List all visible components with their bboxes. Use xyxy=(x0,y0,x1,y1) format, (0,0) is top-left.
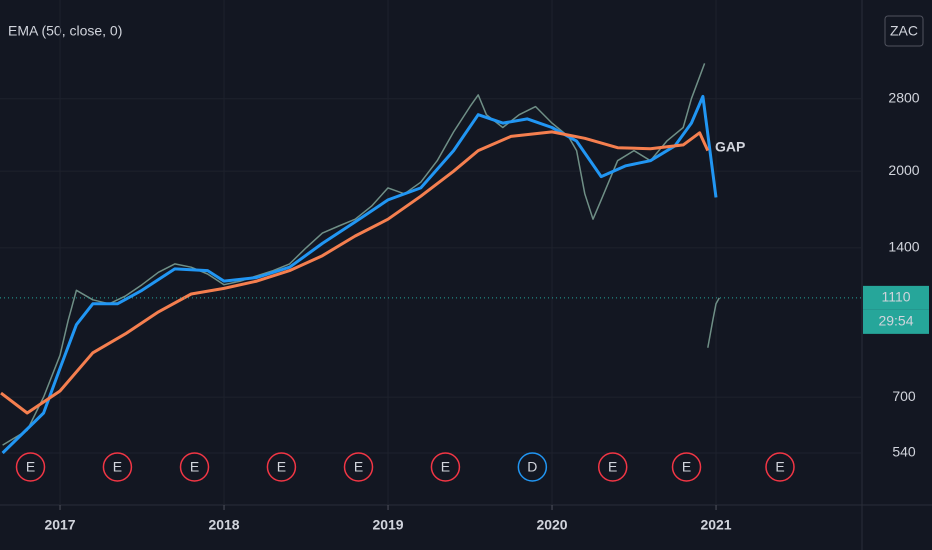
y-tick-label: 540 xyxy=(892,444,916,460)
event-marker xyxy=(517,452,548,482)
event-label: E xyxy=(113,459,122,475)
event-marker xyxy=(343,452,374,482)
event-marker xyxy=(179,452,210,482)
y-tick-label: 1400 xyxy=(888,239,919,255)
x-tick-label: 2019 xyxy=(372,517,403,533)
series-line xyxy=(1,94,718,455)
event-marker xyxy=(765,452,795,482)
x-tick-label: 2017 xyxy=(44,517,75,533)
countdown-label: 29:54 xyxy=(878,313,913,329)
series-line xyxy=(0,130,710,415)
event-marker xyxy=(597,452,628,482)
indicator-title: EMA (50, close, 0) xyxy=(8,23,122,39)
event-label: E xyxy=(775,459,784,475)
y-tick-label: 2800 xyxy=(888,89,919,105)
event-label: E xyxy=(354,459,363,475)
y-tick-label: 700 xyxy=(892,388,916,404)
x-tick-label: 2020 xyxy=(536,517,567,533)
event-marker xyxy=(15,452,46,482)
event-marker xyxy=(266,452,297,482)
event-label: E xyxy=(190,459,199,475)
countdown-box xyxy=(863,309,929,334)
event-marker xyxy=(430,452,461,482)
symbol: ZAC xyxy=(890,23,918,39)
x-tick-label: 2018 xyxy=(208,517,239,533)
symbol-box[interactable] xyxy=(884,15,924,47)
event-label: E xyxy=(441,459,450,475)
event-label: D xyxy=(527,459,537,475)
x-tick-label: 2021 xyxy=(700,517,731,533)
event-label: E xyxy=(277,459,286,475)
event-marker xyxy=(671,452,702,482)
series-line xyxy=(2,63,720,446)
gap-annotation: GAP xyxy=(715,139,745,155)
event-marker xyxy=(102,452,133,482)
last-price-box xyxy=(863,285,929,310)
y-tick-label: 2000 xyxy=(888,162,919,178)
event-label: E xyxy=(608,459,617,475)
event-label: E xyxy=(682,459,691,475)
event-label: E xyxy=(26,459,35,475)
last-price-label: 1110 xyxy=(881,289,910,305)
